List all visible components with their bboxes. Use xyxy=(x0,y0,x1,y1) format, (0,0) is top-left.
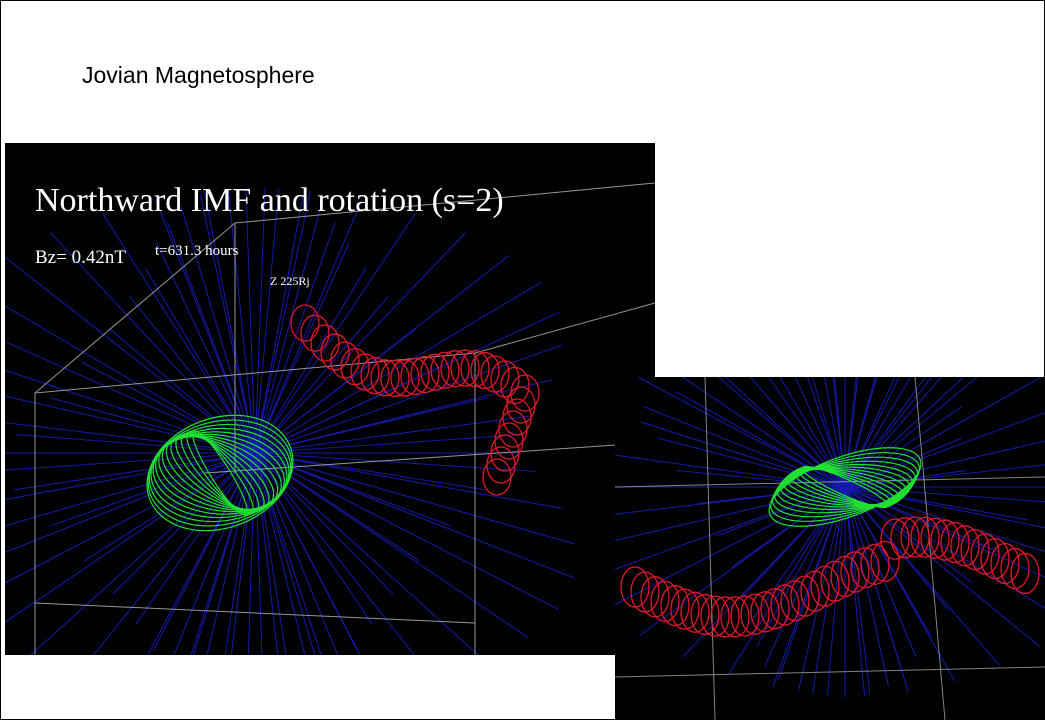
image-heading: Northward IMF and rotation (s=2) xyxy=(35,182,504,219)
time-label: t=631.3 hours xyxy=(155,243,239,259)
axis-label: Z 225Rj xyxy=(270,274,310,288)
slide: Jovian Magnetosphere Northward IMF and r… xyxy=(0,0,1045,720)
simulation-image: Northward IMF and rotation (s=2) Bz= 0.4… xyxy=(5,143,655,655)
slide-title: Jovian Magnetosphere xyxy=(82,62,315,89)
simulation-image xyxy=(615,377,1045,720)
field-label: Bz= 0.42nT xyxy=(35,247,126,268)
